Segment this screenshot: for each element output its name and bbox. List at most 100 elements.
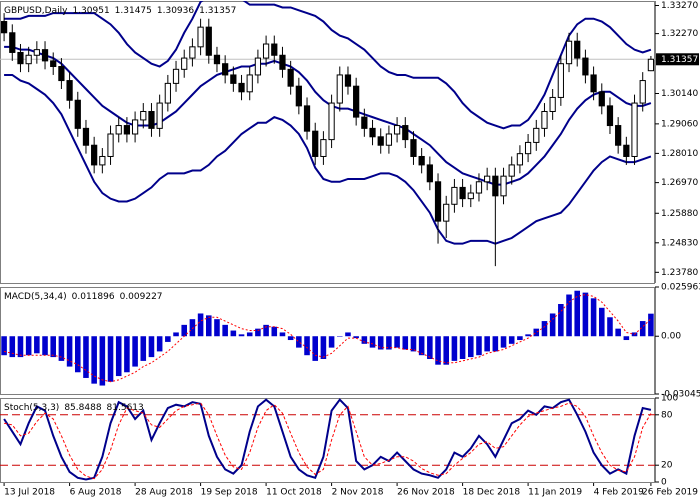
macd-bar bbox=[287, 336, 294, 341]
macd-bar bbox=[427, 336, 433, 359]
y-tick-label: 0.025963 bbox=[661, 283, 700, 293]
candle-body bbox=[0, 21, 8, 34]
candle-body bbox=[140, 110, 147, 121]
candle-body bbox=[197, 26, 204, 48]
y-tick-label: 1.33270 bbox=[661, 1, 698, 11]
macd-bar bbox=[549, 313, 556, 337]
candle-body bbox=[312, 130, 319, 157]
macd-bar bbox=[181, 324, 188, 337]
candle-body bbox=[639, 80, 646, 104]
header-value: 81.5613 bbox=[107, 403, 144, 413]
macd-bar bbox=[484, 336, 490, 352]
macd-bar bbox=[124, 336, 130, 373]
macd-bar bbox=[263, 324, 269, 337]
x-tick-label: 6 Aug 2018 bbox=[70, 488, 122, 498]
header-value: 1.31475 bbox=[115, 6, 152, 16]
macd-bar bbox=[34, 336, 40, 354]
macd-bar bbox=[312, 336, 319, 361]
price-label: 1.31357 bbox=[661, 55, 698, 65]
header-title: GBPUSD,Daily bbox=[4, 6, 68, 16]
panel-frame bbox=[0, 287, 655, 395]
x-tick-label: 13 Jul 2018 bbox=[4, 488, 55, 498]
macd-bar bbox=[74, 336, 81, 373]
macd-bar bbox=[623, 336, 630, 341]
candle-body bbox=[82, 127, 90, 146]
macd-bar bbox=[582, 292, 589, 337]
candle-body bbox=[156, 102, 163, 129]
y-tick-label: 1.28010 bbox=[661, 149, 698, 159]
x-tick-label: 28 Aug 2018 bbox=[135, 488, 193, 498]
candle-body bbox=[631, 102, 638, 157]
candle-body bbox=[74, 99, 81, 129]
panel bbox=[1, 290, 654, 386]
macd-bar bbox=[639, 321, 646, 337]
y-tick-label: 0.00 bbox=[661, 332, 681, 342]
candle-body bbox=[385, 133, 393, 146]
header-value: 0.009227 bbox=[120, 292, 163, 302]
macd-bar bbox=[607, 317, 613, 337]
macd-bar bbox=[435, 336, 441, 365]
macd-bar bbox=[50, 336, 57, 358]
candle-body bbox=[549, 96, 556, 112]
candle-body bbox=[467, 192, 474, 200]
x-tick-label: 11 Jan 2019 bbox=[528, 488, 582, 498]
candle-body bbox=[475, 181, 483, 194]
candle-body bbox=[91, 144, 98, 166]
header-value: 1.30951 bbox=[72, 6, 109, 16]
macd-bar bbox=[467, 336, 474, 358]
y-tick-label: 0 bbox=[661, 478, 667, 488]
macd-bar bbox=[345, 332, 351, 337]
candle-body bbox=[410, 139, 417, 157]
candle-body bbox=[615, 125, 622, 146]
candle-body bbox=[516, 153, 524, 166]
macd-bar bbox=[222, 324, 228, 337]
candle-body bbox=[402, 125, 409, 141]
panel bbox=[0, 398, 655, 481]
candle-body bbox=[418, 155, 425, 166]
y-tick-label: 100 bbox=[661, 394, 678, 404]
macd-bar bbox=[17, 336, 24, 358]
macd-bar bbox=[492, 336, 499, 352]
macd-bar bbox=[173, 332, 179, 337]
macd-bar bbox=[238, 334, 245, 337]
candle-body bbox=[115, 125, 122, 135]
header-value: 1.31357 bbox=[199, 6, 236, 16]
candle-body bbox=[131, 119, 139, 135]
candle-body bbox=[33, 49, 40, 56]
candle-body bbox=[377, 136, 384, 146]
macd-bar bbox=[386, 336, 392, 350]
macd-bar bbox=[304, 336, 310, 356]
macd-bar bbox=[590, 298, 597, 337]
y-tick-label: 1.23780 bbox=[661, 268, 698, 278]
stoch-main bbox=[3, 398, 652, 481]
macd-bar bbox=[377, 336, 384, 350]
x-tick-label: 26 Nov 2018 bbox=[397, 488, 455, 498]
macd-bar bbox=[418, 336, 425, 356]
bollinger-band bbox=[4, 1, 652, 130]
macd-bar bbox=[140, 336, 147, 361]
candle-body bbox=[443, 203, 450, 222]
candle-body bbox=[262, 43, 270, 59]
candle-body bbox=[606, 105, 614, 127]
candle-body bbox=[524, 141, 532, 155]
macd-bar bbox=[214, 319, 220, 337]
candle-body bbox=[230, 74, 237, 84]
y-tick-label: 1.26970 bbox=[661, 178, 698, 188]
macd-bar bbox=[205, 315, 212, 337]
candle-body bbox=[541, 110, 548, 129]
macd-bar bbox=[255, 328, 261, 337]
candle-body bbox=[50, 60, 57, 68]
macd-bar bbox=[558, 303, 564, 337]
candle-body bbox=[172, 68, 180, 84]
candle-body bbox=[533, 127, 540, 143]
price-label-box bbox=[656, 53, 699, 66]
candle-body bbox=[565, 40, 573, 65]
panel-header: GBPUSD,Daily 1.30951 1.31475 1.30936 1.31357 bbox=[4, 6, 236, 16]
x-tick-label: 2 Nov 2018 bbox=[332, 488, 384, 498]
y-tick-label: 1.25880 bbox=[661, 209, 698, 219]
macd-bar bbox=[361, 336, 368, 344]
candle-body bbox=[99, 155, 106, 166]
macd-bar bbox=[156, 336, 163, 352]
candle-body bbox=[508, 164, 515, 177]
